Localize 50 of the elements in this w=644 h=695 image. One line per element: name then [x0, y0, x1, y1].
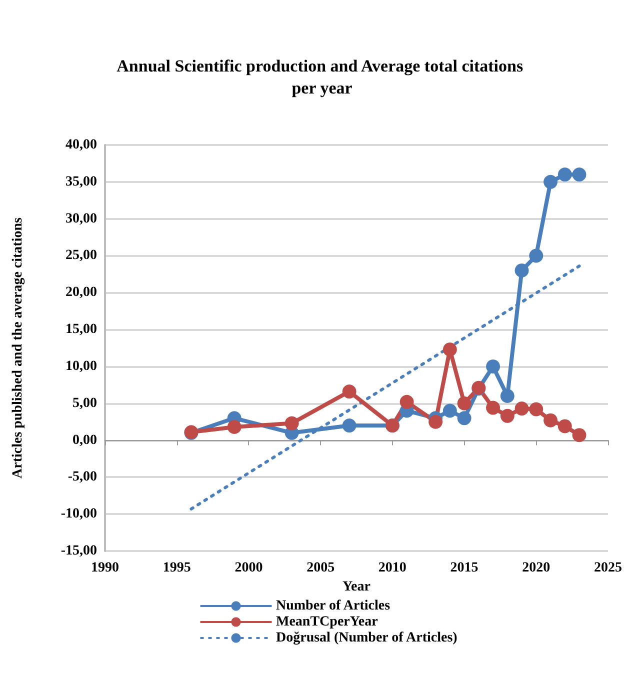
- point: [428, 414, 443, 429]
- y-tick-label: 40,00: [66, 138, 97, 152]
- x-tick-label: 2015: [450, 560, 478, 576]
- point: [342, 384, 356, 399]
- legend-label: MeanTCperYear: [276, 614, 378, 630]
- point: [572, 168, 586, 182]
- x-tick-label: 1995: [162, 560, 191, 576]
- y-tick-label: 15,00: [66, 322, 97, 338]
- point: [558, 419, 572, 434]
- x-axis-title: Year: [342, 579, 370, 594]
- point: [442, 342, 457, 356]
- x-tick-label: 2005: [306, 560, 335, 576]
- point: [457, 411, 472, 426]
- point: [500, 408, 514, 423]
- x-tick-label: 2000: [234, 560, 263, 576]
- point: [514, 263, 529, 278]
- x-tick-label: 2010: [378, 560, 406, 576]
- point: [486, 400, 500, 415]
- point: [558, 168, 572, 182]
- point: [457, 396, 472, 410]
- y-tick-label: 35,00: [66, 174, 97, 190]
- y-tick-label: 0,00: [72, 432, 97, 448]
- chart-title: Annual Scientific production and Average total citations per year: [116, 56, 528, 98]
- y-tick-label: 5,00: [72, 396, 97, 411]
- x-tick-label: 2020: [522, 560, 550, 576]
- point: [544, 174, 558, 189]
- point: [529, 248, 544, 263]
- point: [342, 418, 356, 433]
- y-tick-label: 10,00: [66, 358, 97, 374]
- y-axis-title: Articles published and the average citations: [10, 216, 26, 478]
- point: [227, 420, 242, 434]
- x-tick-label: 2025: [594, 560, 622, 576]
- y-tick-label: -15,00: [60, 544, 97, 558]
- legend-label: Doğrusal (Number of Articles): [276, 630, 458, 646]
- point: [500, 388, 514, 403]
- y-tick-label: -5,00: [68, 470, 97, 485]
- y-tick-label: 20,00: [66, 285, 97, 300]
- legend-label: Number of Articles: [276, 598, 391, 614]
- point: [514, 402, 529, 416]
- point: [544, 413, 558, 428]
- point: [400, 394, 414, 409]
- x-tick-label: 1990: [91, 560, 119, 576]
- point: [572, 428, 586, 442]
- y-tick-label: 25,00: [66, 248, 97, 264]
- y-tick-label: -10,00: [60, 506, 97, 522]
- point: [442, 404, 457, 418]
- point: [529, 402, 544, 416]
- point: [486, 359, 500, 374]
- point: [284, 416, 299, 430]
- y-tick-label: 30,00: [66, 211, 97, 226]
